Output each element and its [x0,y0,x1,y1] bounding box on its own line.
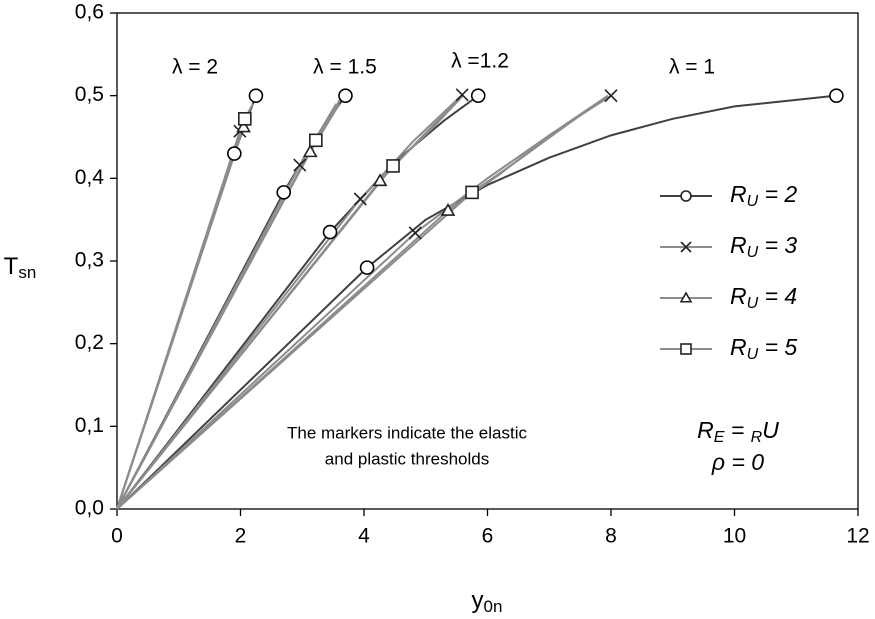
marker [359,260,375,275]
y-tick-label: 0,4 [75,166,105,189]
marker [680,343,692,355]
y-axis-title: Tsn [4,253,37,282]
curve [116,94,463,510]
marker [248,88,264,103]
x-tick-label: 4 [358,525,370,548]
lambda-label: λ = 1 [669,56,715,79]
curve [116,94,612,510]
legend-item: RU = 5 [660,334,797,363]
marker [302,144,318,158]
y-tick-label: 0,2 [75,331,104,354]
marker [372,173,388,187]
x-tick-label: 6 [482,525,494,548]
x-tick-label: 8 [605,525,617,548]
curve [116,94,609,510]
y-tick-label: 0,0 [75,497,104,520]
marker [470,88,486,103]
curve [116,94,609,510]
marker [309,133,323,148]
curve [116,94,837,510]
marker [276,185,292,200]
curve [116,97,461,510]
marker [679,291,693,303]
y-tick-label: 0,5 [75,83,104,106]
marker [465,185,479,200]
marker [322,224,338,240]
legend-item: RU = 3 [660,232,797,261]
marker [238,112,252,126]
marker [455,88,469,102]
legend-item: RU = 2 [660,181,797,210]
marker [408,226,422,240]
note: and plastic thresholds [325,449,489,468]
legend-item: RU = 4 [660,283,797,312]
y-tick-label: 0,3 [75,249,104,272]
marker [293,158,307,172]
marker [386,159,400,173]
legend-label: RU = 4 [730,283,797,312]
x-tick-label: 0 [111,525,123,548]
legend-label: RU = 2 [730,181,797,210]
x-tick-label: 10 [723,525,746,548]
x-axis-title: y0n [472,587,503,616]
marker [353,192,367,206]
legend-label: RU = 3 [730,232,797,261]
y-tick-label: 0,1 [75,414,104,437]
marker [604,89,618,103]
marker [338,88,353,103]
curve [116,94,464,510]
marker [680,190,692,202]
legend-label: RU = 5 [730,334,797,363]
lambda-label: λ = 1.5 [313,56,377,79]
lambda-label: λ = 2 [172,56,218,79]
marker [227,146,242,161]
note: The markers indicate the elastic [287,423,527,442]
x-tick-label: 2 [235,525,247,548]
marker [440,202,456,216]
lambda-label: λ =1.2 [451,50,509,73]
y-tick-label: 0,6 [75,1,104,24]
condition: ρ = 0 [711,449,764,475]
curve [116,94,479,510]
condition: RE = RU [697,417,779,446]
marker [236,119,251,133]
marker [829,88,844,103]
x-tick-label: 12 [846,525,869,548]
marker [680,241,692,253]
